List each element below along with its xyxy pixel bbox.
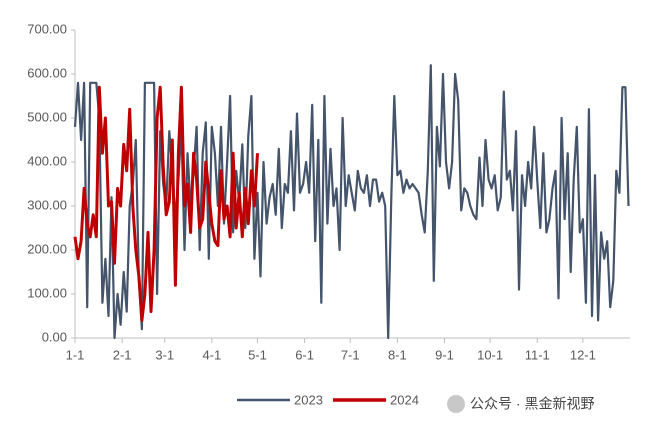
legend-label: 2023	[294, 392, 323, 407]
watermark: 公众号 · 黑金新视野	[447, 395, 594, 413]
x-tick-label: 6-1	[295, 347, 314, 362]
x-tick-label: 10-1	[477, 347, 503, 362]
y-tick-label: 600.00	[27, 65, 67, 80]
x-tick-label: 5-1	[248, 347, 267, 362]
x-tick-label: 1-1	[66, 347, 85, 362]
y-tick-label: 0.00	[42, 329, 67, 344]
y-tick-label: 400.00	[27, 153, 67, 168]
x-tick-label: 8-1	[388, 347, 407, 362]
y-tick-label: 200.00	[27, 241, 67, 256]
x-tick-label: 11-1	[525, 347, 550, 362]
series-line	[73, 64, 630, 340]
watermark-text: 公众号 · 黑金新视野	[470, 396, 594, 412]
x-tick-label: 3-1	[155, 347, 174, 362]
y-tick-label: 300.00	[27, 197, 67, 212]
x-tick-label: 4-1	[202, 347, 221, 362]
y-tick-label: 500.00	[27, 109, 67, 124]
series-line	[73, 85, 259, 322]
x-tick-label: 9-1	[435, 347, 454, 362]
legend-label: 2024	[390, 392, 419, 407]
x-tick-label: 2-1	[113, 347, 132, 362]
watermark-icon	[447, 395, 465, 413]
y-tick-label: 100.00	[27, 285, 67, 300]
x-tick-label: 12-1	[570, 347, 596, 362]
x-tick-label: 7-1	[341, 347, 360, 362]
y-tick-label: 700.00	[27, 21, 67, 36]
